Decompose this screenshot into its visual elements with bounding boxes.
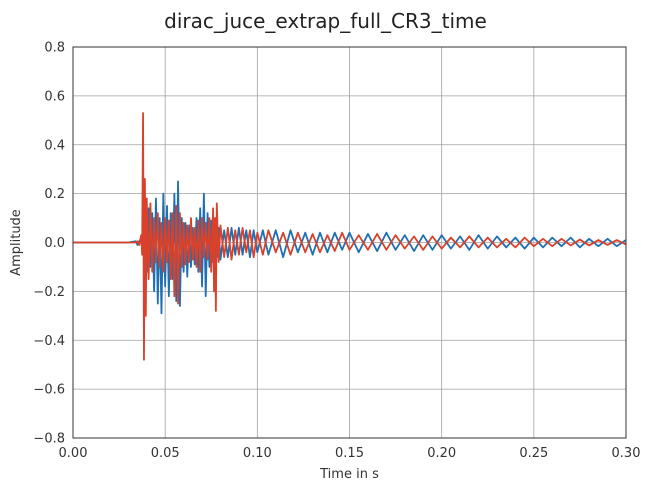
- y-tick-label: −0.8: [33, 432, 65, 447]
- series-line-red: [73, 112, 627, 361]
- y-tick-labels: −0.8 −0.6 −0.4 −0.2 0.0 0.2 0.4 0.6 0.8: [33, 41, 65, 447]
- x-tick-labels: 0.00 0.05 0.10 0.15 0.20 0.25 0.30: [59, 446, 641, 461]
- chart-title: dirac_juce_extrap_full_CR3_time: [164, 9, 487, 33]
- plot-series: [73, 112, 627, 361]
- y-axis-label: Amplitude: [9, 209, 24, 276]
- y-tick-label: −0.2: [33, 285, 65, 300]
- y-tick-label: 0.0: [44, 236, 65, 251]
- x-tick-label: 0.15: [335, 446, 364, 461]
- y-tick-label: 0.4: [44, 138, 65, 153]
- x-tick-label: 0.25: [519, 446, 548, 461]
- x-tick-label: 0.30: [612, 446, 641, 461]
- y-tick-label: −0.4: [33, 334, 65, 349]
- x-tick-label: 0.05: [151, 446, 180, 461]
- y-tick-label: 0.2: [44, 187, 65, 202]
- plot-frame: [72, 46, 627, 439]
- x-axis-label: Time in s: [319, 467, 379, 482]
- x-tick-label: 0.00: [59, 446, 88, 461]
- x-tick-label: 0.10: [243, 446, 272, 461]
- y-tick-label: 0.8: [44, 41, 65, 56]
- x-tick-label: 0.20: [427, 446, 456, 461]
- y-tick-label: 0.6: [44, 89, 65, 104]
- y-tick-label: −0.6: [33, 383, 65, 398]
